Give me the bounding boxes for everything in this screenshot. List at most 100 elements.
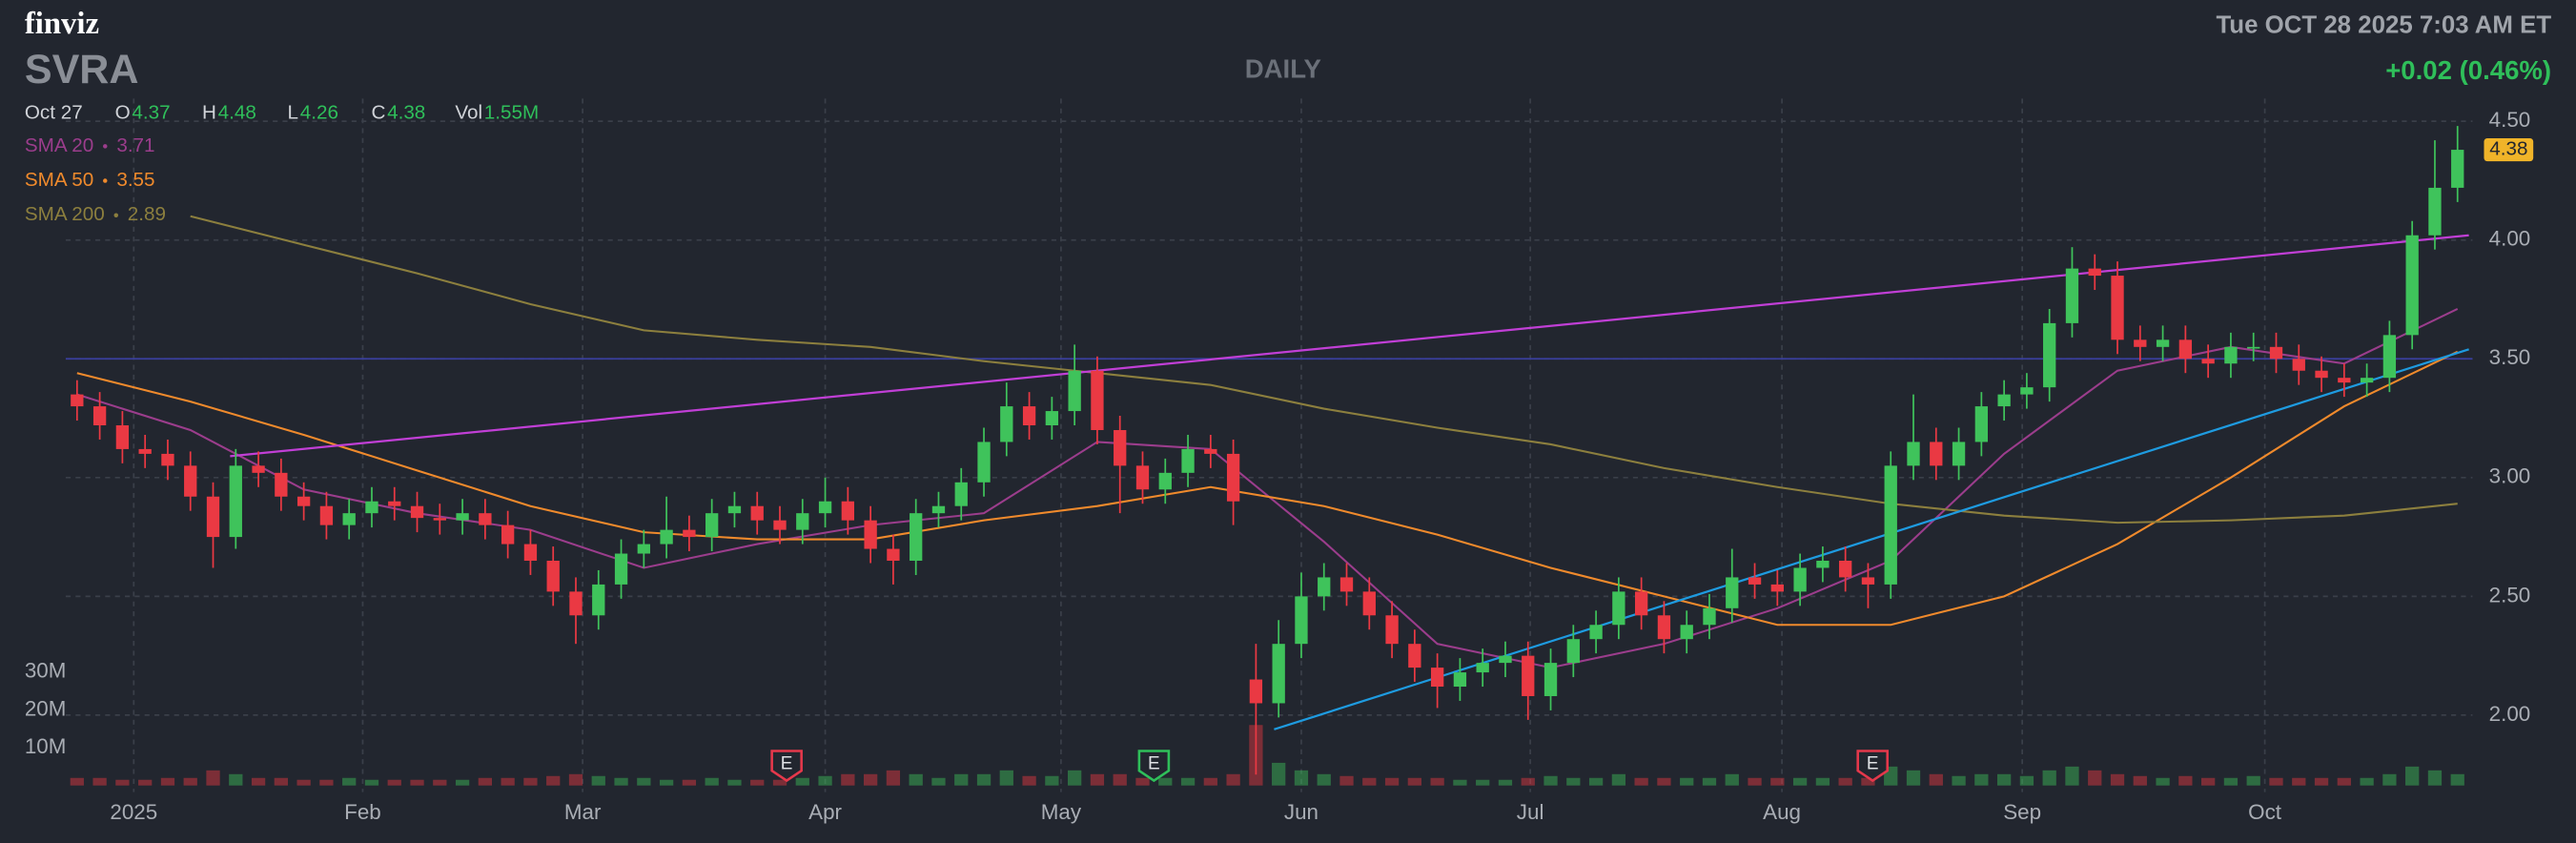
legend-value: 3.55 bbox=[116, 169, 154, 191]
candle-body bbox=[2043, 322, 2056, 388]
volume-bar bbox=[1861, 777, 1875, 786]
candle-body bbox=[138, 448, 152, 454]
candle-body bbox=[296, 496, 311, 506]
volume-bar bbox=[2110, 773, 2125, 786]
candle-body bbox=[479, 513, 492, 525]
ohlc-label: L bbox=[288, 101, 299, 123]
volume-bar bbox=[682, 779, 697, 786]
sma-line bbox=[76, 308, 2459, 669]
volume-bar bbox=[1339, 775, 1354, 786]
ohlc-value: 4.38 bbox=[387, 101, 425, 123]
earnings-marker bbox=[1856, 750, 1890, 783]
y-tick-label: 2.00 bbox=[2489, 702, 2531, 726]
candle-body bbox=[750, 505, 764, 521]
trendline bbox=[230, 234, 2469, 458]
y-tick-label: 3.50 bbox=[2489, 345, 2531, 369]
volume-bar bbox=[1068, 770, 1082, 786]
earnings-label: E bbox=[1148, 753, 1160, 773]
volume-bar bbox=[795, 777, 809, 786]
x-tick-label: Jul bbox=[1517, 800, 1544, 824]
volume-bar bbox=[319, 779, 334, 786]
volume-bar bbox=[2269, 777, 2283, 786]
volume-bar bbox=[2201, 777, 2216, 786]
candle-body bbox=[410, 505, 424, 519]
volume-bar bbox=[1725, 773, 1739, 786]
candle-body bbox=[115, 425, 130, 449]
candle-body bbox=[1793, 567, 1807, 592]
volume-bar bbox=[2360, 777, 2374, 786]
volume-bar bbox=[2405, 766, 2420, 786]
candle-body bbox=[2405, 235, 2419, 336]
candle-body bbox=[683, 529, 696, 538]
volume-bar bbox=[1407, 777, 1421, 786]
candle-body bbox=[1634, 591, 1648, 616]
volume-bar bbox=[2223, 777, 2239, 786]
candle-body bbox=[456, 513, 469, 521]
volume-bar bbox=[1180, 777, 1196, 786]
candle-body bbox=[1589, 625, 1603, 640]
volume-bar bbox=[1815, 777, 1830, 786]
volume-bar bbox=[115, 779, 130, 786]
earnings-label: E bbox=[781, 753, 793, 773]
sma-line bbox=[76, 350, 2459, 627]
x-tick-label: Mar bbox=[564, 800, 602, 824]
candle-body bbox=[660, 529, 673, 545]
legend-separator bbox=[103, 144, 108, 149]
volume-bar bbox=[705, 777, 719, 786]
candle-body bbox=[1816, 560, 1830, 568]
volume-tick-label: 20M bbox=[25, 696, 67, 720]
volume-bar bbox=[1838, 777, 1852, 786]
volume-tick-label: 30M bbox=[25, 659, 67, 683]
x-tick-label: May bbox=[1041, 800, 1082, 824]
trendline bbox=[1274, 348, 2469, 730]
volume-bar bbox=[1588, 777, 1604, 786]
volume-bar bbox=[614, 777, 628, 786]
candle-body bbox=[1430, 668, 1444, 688]
volume-bar bbox=[478, 777, 493, 786]
volume-bar bbox=[2292, 777, 2306, 786]
volume-bar bbox=[92, 777, 107, 786]
volume-bar bbox=[296, 779, 311, 786]
volume-bar bbox=[251, 777, 266, 786]
sma-line bbox=[190, 215, 2458, 524]
volume-bar bbox=[1294, 770, 1309, 786]
candle-body bbox=[2156, 339, 2170, 347]
volume-bar bbox=[1022, 775, 1036, 786]
candle-body bbox=[161, 453, 174, 466]
volume-bar bbox=[1045, 775, 1059, 786]
candle-body bbox=[1748, 577, 1762, 585]
candle-body bbox=[2428, 187, 2442, 236]
candle-body bbox=[910, 513, 923, 561]
volume-bar bbox=[342, 777, 357, 786]
volume-bar bbox=[433, 779, 447, 786]
legend-name: SMA 200 bbox=[25, 203, 105, 225]
candle-body bbox=[2201, 359, 2215, 364]
volume-bar bbox=[1384, 777, 1400, 786]
volume-bar bbox=[863, 773, 878, 786]
x-tick-label: Oct bbox=[2248, 800, 2282, 824]
volume-bar bbox=[886, 770, 901, 786]
last-price-label: 4.38 bbox=[2489, 138, 2527, 160]
volume-bar bbox=[1974, 773, 1989, 786]
volume-bar bbox=[546, 775, 561, 786]
volume-bar bbox=[183, 777, 197, 786]
volume-bar bbox=[2246, 775, 2260, 786]
volume-bar bbox=[501, 777, 515, 786]
volume-bar bbox=[568, 773, 583, 786]
candle-body bbox=[727, 505, 742, 514]
candle-body bbox=[864, 520, 877, 549]
candle-body bbox=[2224, 346, 2238, 364]
x-tick-label: Feb bbox=[344, 800, 381, 824]
y-tick-label: 3.00 bbox=[2489, 464, 2531, 488]
price-change: +0.02 (0.46%) bbox=[2385, 55, 2551, 85]
candle-body bbox=[818, 501, 832, 514]
candle-body bbox=[92, 406, 107, 426]
volume-bar bbox=[1929, 773, 1943, 786]
volume-bar bbox=[1272, 762, 1286, 786]
candle-body bbox=[206, 496, 220, 538]
candle-body bbox=[1499, 655, 1512, 664]
volume-bar bbox=[1362, 777, 1377, 786]
candle-body bbox=[1453, 672, 1467, 688]
